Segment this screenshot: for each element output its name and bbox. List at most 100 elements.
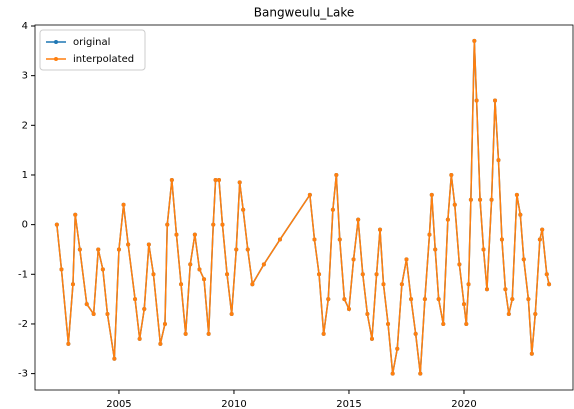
legend-label: original — [73, 37, 110, 48]
point — [489, 197, 494, 202]
point — [441, 321, 446, 326]
point — [225, 272, 230, 277]
point — [261, 262, 266, 267]
point — [241, 207, 246, 212]
point — [360, 272, 365, 277]
point — [174, 232, 179, 237]
point — [518, 212, 523, 217]
point — [197, 267, 202, 272]
point — [179, 282, 184, 287]
point — [445, 217, 450, 222]
point — [433, 247, 438, 252]
y-tick-label: 1 — [22, 170, 28, 181]
point — [146, 242, 151, 247]
point — [54, 222, 59, 227]
y-tick-label: 2 — [22, 120, 28, 131]
point — [429, 192, 434, 197]
point — [100, 267, 105, 272]
point — [381, 282, 386, 287]
point — [66, 341, 71, 346]
point — [96, 247, 101, 252]
point — [217, 177, 222, 182]
point — [351, 257, 356, 262]
x-tick-label: 2005 — [106, 399, 131, 409]
point — [503, 287, 508, 292]
point — [137, 336, 142, 341]
point — [466, 282, 471, 287]
point — [121, 202, 126, 207]
point — [151, 272, 156, 277]
point — [547, 282, 552, 287]
x-tick-label: 2020 — [451, 399, 476, 409]
point — [452, 202, 457, 207]
point — [468, 197, 473, 202]
point — [399, 282, 404, 287]
point — [59, 267, 64, 272]
x-tick-label: 2015 — [336, 399, 361, 409]
point — [427, 232, 432, 237]
point — [457, 262, 462, 267]
point — [234, 247, 239, 252]
point — [369, 336, 374, 341]
point — [84, 302, 89, 307]
point — [192, 232, 197, 237]
point — [330, 207, 335, 212]
point — [220, 222, 225, 227]
point — [346, 307, 351, 312]
point — [493, 98, 498, 103]
point — [449, 172, 454, 177]
point — [237, 180, 242, 185]
point — [409, 297, 414, 302]
point — [356, 217, 361, 222]
point — [169, 177, 174, 182]
point — [422, 297, 427, 302]
point — [312, 237, 317, 242]
point — [91, 312, 96, 317]
point — [245, 247, 250, 252]
point — [229, 312, 234, 317]
legend-label: interpolated — [73, 54, 134, 65]
plot-frame — [34, 24, 574, 391]
y-tick-label: -2 — [18, 319, 28, 330]
point — [321, 331, 326, 336]
point — [206, 331, 211, 336]
point — [484, 287, 489, 292]
series-line — [56, 40, 550, 374]
point — [70, 282, 75, 287]
point — [77, 247, 82, 252]
point — [413, 331, 418, 336]
point — [472, 38, 477, 43]
chart-title: Bangweulu_Lake — [254, 6, 355, 20]
y-tick-label: 4 — [22, 21, 28, 32]
point — [142, 307, 147, 312]
point — [461, 302, 466, 307]
point — [540, 227, 545, 232]
point — [133, 297, 138, 302]
point — [481, 247, 486, 252]
point — [317, 272, 322, 277]
point — [533, 312, 538, 317]
point — [105, 312, 110, 317]
point — [326, 297, 331, 302]
point — [436, 297, 441, 302]
y-tick-label: 3 — [22, 71, 28, 82]
point — [250, 282, 255, 287]
point — [116, 247, 121, 252]
point — [404, 257, 409, 262]
point — [464, 321, 469, 326]
point — [334, 172, 339, 177]
legend-marker — [54, 40, 58, 44]
y-tick-label: -1 — [18, 269, 28, 280]
series-line — [56, 40, 550, 374]
point — [374, 272, 379, 277]
point — [337, 237, 342, 242]
point — [386, 321, 391, 326]
point — [202, 277, 207, 282]
point — [544, 272, 549, 277]
y-tick-label: 0 — [22, 220, 28, 231]
point — [537, 237, 542, 242]
point — [496, 158, 501, 163]
point — [499, 237, 504, 242]
legend-marker — [54, 57, 58, 61]
